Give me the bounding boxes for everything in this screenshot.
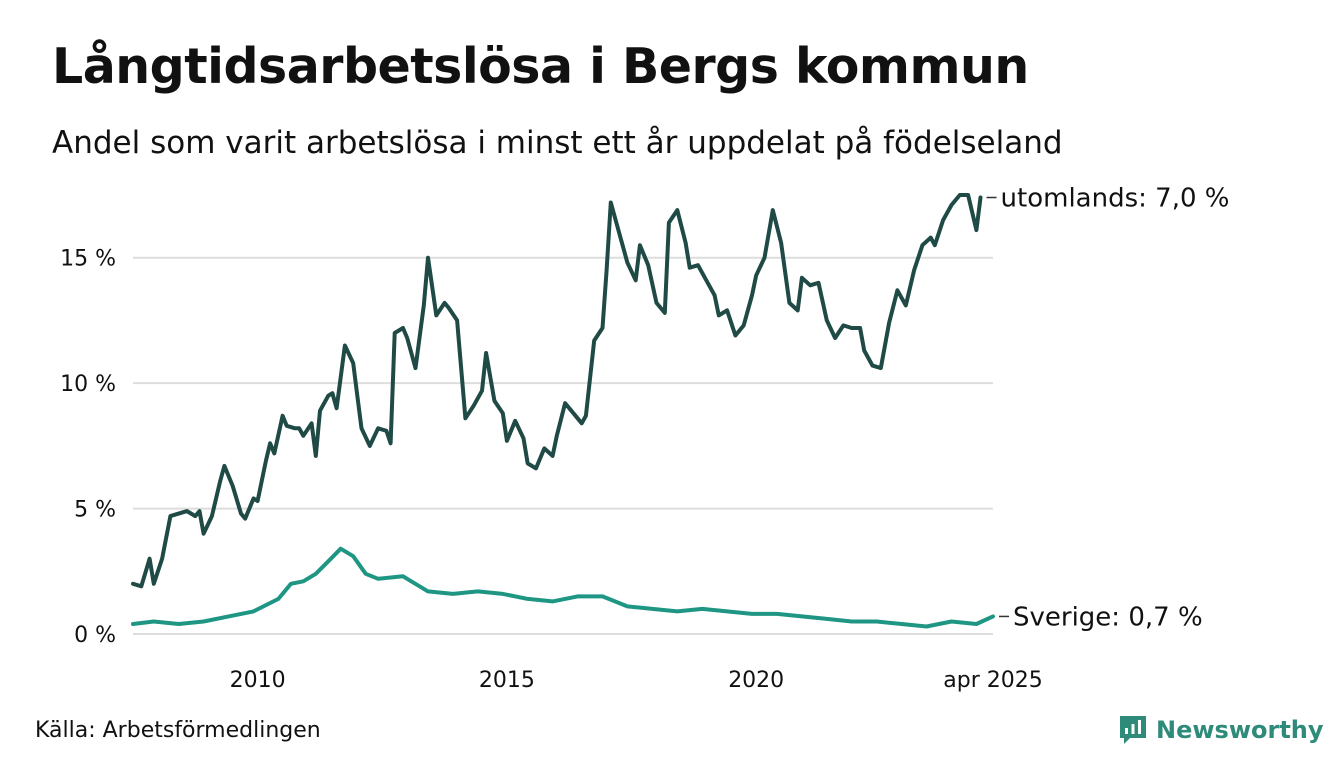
newsworthy-logo[interactable]: Newsworthy	[1118, 714, 1324, 746]
x-tick-label: 2020	[728, 668, 784, 693]
x-tick-label: apr 2025	[943, 668, 1042, 693]
y-tick-label: 10 %	[60, 372, 116, 397]
y-tick-label: 15 %	[60, 247, 116, 272]
series-end-label: utomlands: 7,0 %	[1001, 184, 1230, 214]
brand-name: Newsworthy	[1156, 716, 1324, 744]
chart-subtitle: Andel som varit arbetslösa i minst ett å…	[52, 125, 1063, 161]
gridlines	[133, 256, 993, 635]
source-note: Källa: Arbetsförmedlingen	[35, 718, 321, 743]
series-end-label: Sverige: 0,7 %	[1013, 602, 1203, 632]
x-axis: 2010 2015 2020 apr 2025	[230, 668, 1043, 693]
x-tick-label: 2015	[479, 668, 535, 693]
newsworthy-icon	[1120, 716, 1146, 744]
chart-title: Långtidsarbetslösa i Bergs kommun	[52, 38, 1029, 95]
series-line-utomlands	[131, 193, 983, 589]
y-axis: 0 % 5 % 10 % 15 %	[60, 247, 116, 648]
series-end-labels: utomlands: 7,0 % Sverige: 0,7 %	[986, 184, 1230, 632]
series-lines	[131, 193, 995, 629]
x-tick-label: 2010	[230, 668, 286, 693]
y-tick-label: 0 %	[74, 623, 116, 648]
series-line-sverige	[131, 546, 995, 629]
y-tick-label: 5 %	[74, 498, 116, 523]
